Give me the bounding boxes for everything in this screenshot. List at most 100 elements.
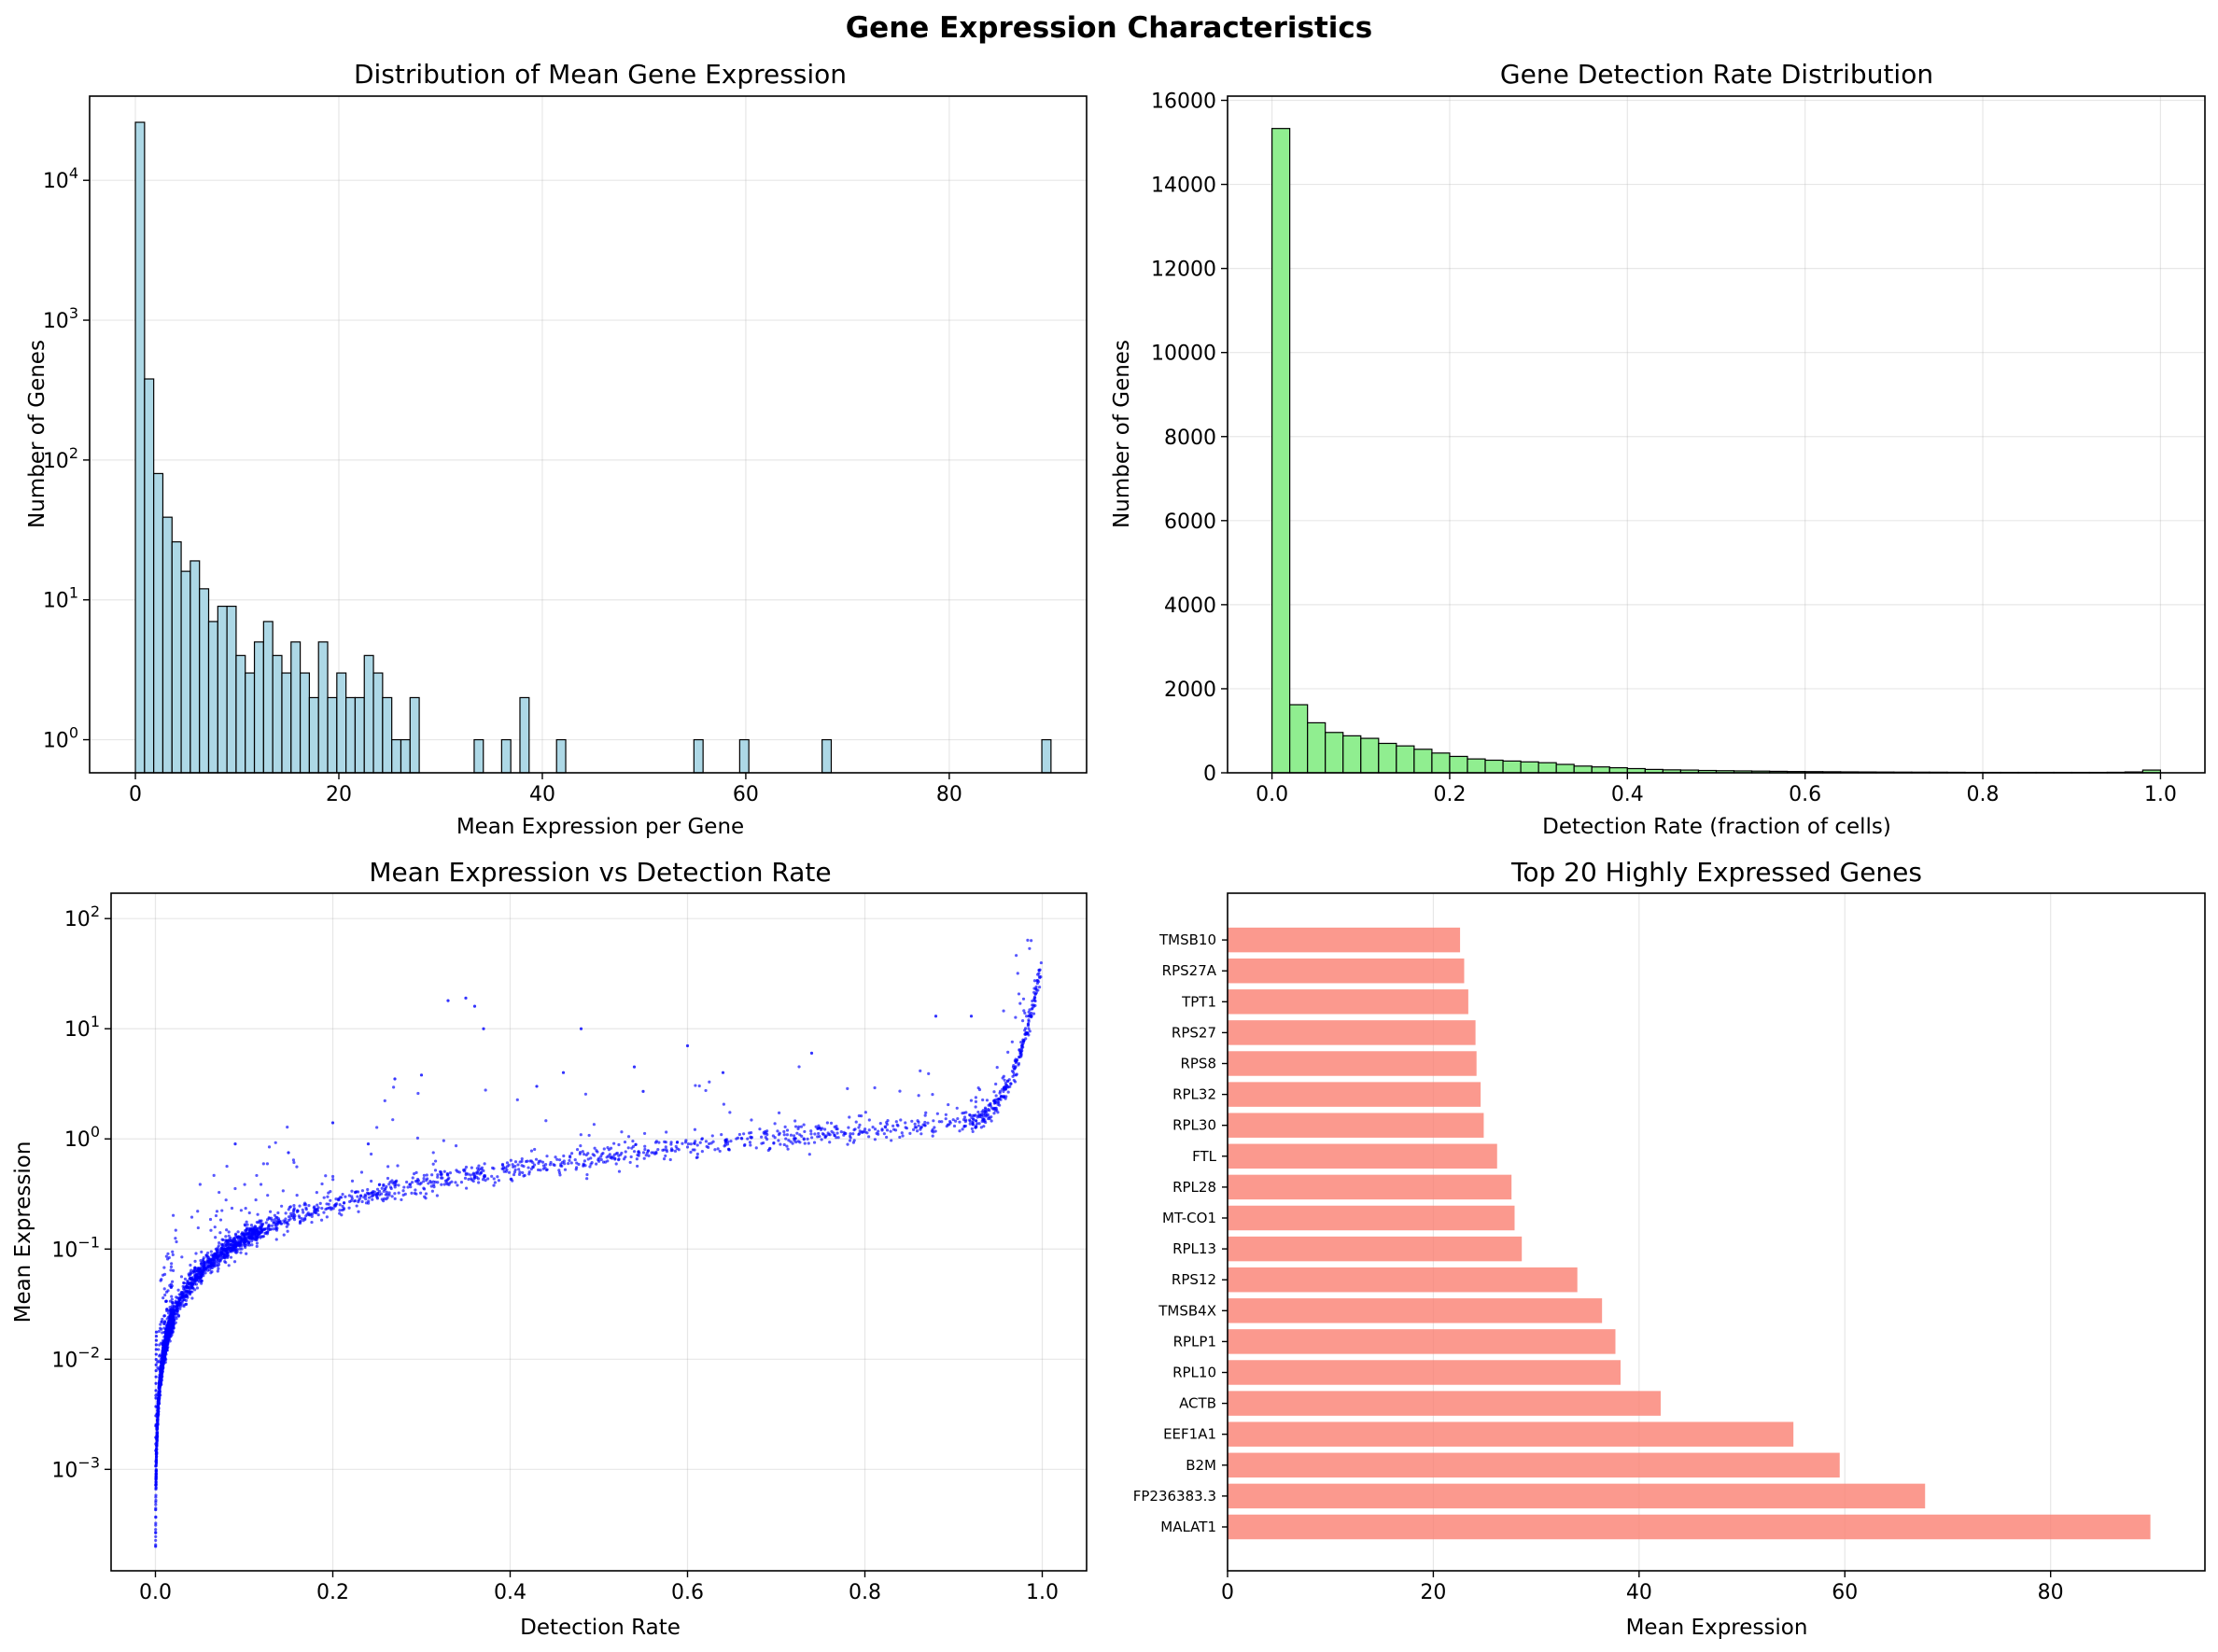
scatter-point: [713, 1148, 717, 1152]
scatter-point: [414, 1188, 417, 1192]
scatter-point: [482, 1027, 485, 1030]
scatter-point: [685, 1145, 690, 1149]
scatter-point: [749, 1130, 753, 1135]
scatter-point: [956, 1116, 960, 1121]
scatter-point: [212, 1256, 216, 1260]
scatter-point: [274, 1238, 278, 1241]
histogram-bar: [290, 641, 302, 774]
scatter-point: [749, 1143, 752, 1147]
scatter-point: [265, 1162, 270, 1166]
x-tick-label: 0.8: [849, 1581, 881, 1604]
scatter-point: [631, 1144, 636, 1148]
scatter-point: [218, 1258, 221, 1263]
scatter-point: [259, 1227, 262, 1231]
bar: [1228, 1236, 1523, 1262]
scatter-point: [170, 1323, 174, 1328]
scatter-point: [171, 1253, 175, 1257]
scatter-point: [793, 1137, 797, 1141]
panel-detection-rate-histogram: Gene Detection Rate Distribution Detecti…: [1110, 59, 2206, 839]
scatter-point: [1014, 1015, 1018, 1019]
scatter-point: [743, 1142, 747, 1147]
scatter-point: [196, 1268, 200, 1272]
scatter-point: [189, 1271, 192, 1276]
scatter-point: [380, 1186, 384, 1190]
scatter-point: [549, 1160, 553, 1165]
scatter-point: [634, 1142, 638, 1146]
scatter-point: [382, 1183, 386, 1187]
scatter-point: [821, 1133, 826, 1137]
scatter-point: [914, 1126, 919, 1129]
scatter-point: [239, 1251, 243, 1254]
y-tick-label: RPL10: [1172, 1365, 1216, 1381]
scatter-point: [654, 1150, 658, 1154]
scatter-point: [926, 1121, 930, 1125]
scatter-point: [367, 1196, 372, 1199]
scatter-point: [240, 1247, 244, 1251]
scatter-point: [1031, 1006, 1034, 1010]
y-tick-label: 6000: [1164, 511, 1216, 534]
y-tick-label: RPS12: [1172, 1271, 1216, 1288]
y-tick-label: 101: [64, 1013, 100, 1042]
scatter-point: [563, 1162, 567, 1166]
histogram-bar: [272, 654, 283, 774]
scatter-point: [387, 1191, 391, 1195]
scatter-point: [552, 1163, 555, 1167]
scatter-point: [1009, 1082, 1013, 1085]
scatter-point: [362, 1196, 366, 1199]
y-tick-label: 2000: [1164, 679, 1216, 702]
x-tick-label: 60: [733, 783, 759, 806]
scatter-point: [722, 1102, 725, 1106]
scatter-point: [726, 1140, 730, 1144]
scatter-point: [393, 1197, 397, 1200]
scatter-point: [593, 1146, 597, 1150]
scatter-point: [600, 1153, 604, 1156]
scatter-point: [685, 1043, 690, 1048]
scatter-point: [1030, 1011, 1033, 1015]
scatter-point: [245, 1228, 248, 1232]
scatter-point: [166, 1252, 170, 1255]
scatter-point: [174, 1228, 177, 1232]
scatter-point: [385, 1197, 388, 1201]
histogram-bar: [281, 672, 292, 774]
scatter-point: [456, 1183, 459, 1187]
scatter-point: [167, 1328, 171, 1332]
y-tick-label: TMSB10: [1158, 931, 1216, 948]
scatter-point: [158, 1385, 161, 1389]
scatter-point: [246, 1223, 249, 1226]
scatter-point: [154, 1454, 159, 1458]
scatter-point: [1018, 1056, 1021, 1059]
scatter-point: [923, 1120, 927, 1125]
scatter-point: [847, 1126, 850, 1129]
histogram-bar: [400, 738, 411, 774]
scatter-point: [372, 1190, 376, 1194]
scatter-point: [429, 1184, 433, 1188]
scatter-point: [1033, 1003, 1037, 1008]
scatter-point: [791, 1141, 794, 1145]
scatter-point: [315, 1208, 318, 1212]
scatter-point: [529, 1149, 534, 1153]
y-axis-label: Number of Genes: [1110, 340, 1134, 528]
scatter-point: [154, 1486, 158, 1490]
scatter-point: [604, 1160, 608, 1164]
scatter-point: [896, 1124, 900, 1127]
scatter-point: [461, 1169, 466, 1172]
scatter-point: [802, 1138, 806, 1141]
scatter-point: [917, 1120, 920, 1124]
scatter-point: [370, 1179, 373, 1183]
scatter-point: [988, 1103, 992, 1107]
scatter-point: [664, 1154, 667, 1158]
scatter-point: [154, 1469, 158, 1473]
scatter-point: [1014, 1061, 1018, 1065]
scatter-point: [400, 1197, 403, 1202]
scatter-point: [215, 1210, 219, 1213]
scatter-point: [979, 1113, 984, 1117]
scatter-point: [818, 1126, 821, 1130]
scatter-point: [760, 1135, 764, 1139]
scatter-point: [424, 1192, 428, 1196]
scatter-point: [268, 1210, 273, 1213]
scatter-point: [777, 1139, 780, 1142]
scatter-point: [215, 1261, 218, 1265]
scatter-point: [971, 1121, 975, 1125]
scatter-point: [835, 1131, 839, 1135]
histogram-bar: [372, 672, 384, 774]
